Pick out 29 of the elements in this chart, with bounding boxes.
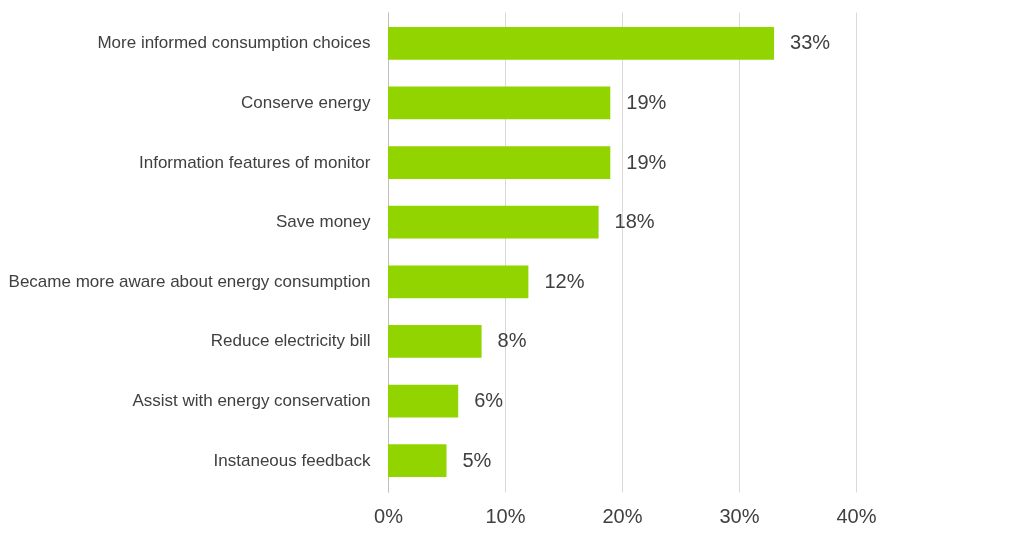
data-label: 33%: [790, 31, 831, 54]
data-label: 19%: [626, 90, 667, 113]
bar: [388, 146, 611, 179]
data-label: 12%: [544, 269, 585, 292]
x-tick-label: 0%: [374, 504, 404, 527]
bar: [388, 384, 459, 418]
data-label: 5%: [462, 448, 492, 471]
data-label: 19%: [626, 150, 667, 173]
bar: [388, 265, 529, 299]
y-tick-label: Became more aware about energy consumption: [8, 271, 371, 291]
y-tick-label: Assist with energy conservation: [132, 391, 371, 411]
x-tick-label: 20%: [602, 504, 643, 527]
data-label: 8%: [497, 329, 527, 352]
y-tick-label: Conserve energy: [241, 92, 371, 112]
y-tick-label: Information features of monitor: [138, 152, 371, 172]
data-label: 6%: [474, 389, 504, 412]
y-tick-label: More informed consumption choices: [97, 33, 371, 53]
bar: [388, 325, 482, 358]
bar: [388, 26, 775, 60]
x-tick-label: 40%: [836, 504, 877, 527]
bar: [388, 205, 599, 239]
y-tick-label: Instaneous feedback: [213, 450, 371, 470]
y-tick-label: Save money: [276, 212, 371, 232]
bar: [388, 86, 611, 120]
data-label: 18%: [614, 210, 655, 233]
bar: [388, 444, 447, 478]
x-tick-label: 10%: [485, 504, 526, 527]
x-tick-label: 30%: [719, 504, 760, 527]
y-tick-label: Reduce electricity bill: [210, 331, 371, 351]
